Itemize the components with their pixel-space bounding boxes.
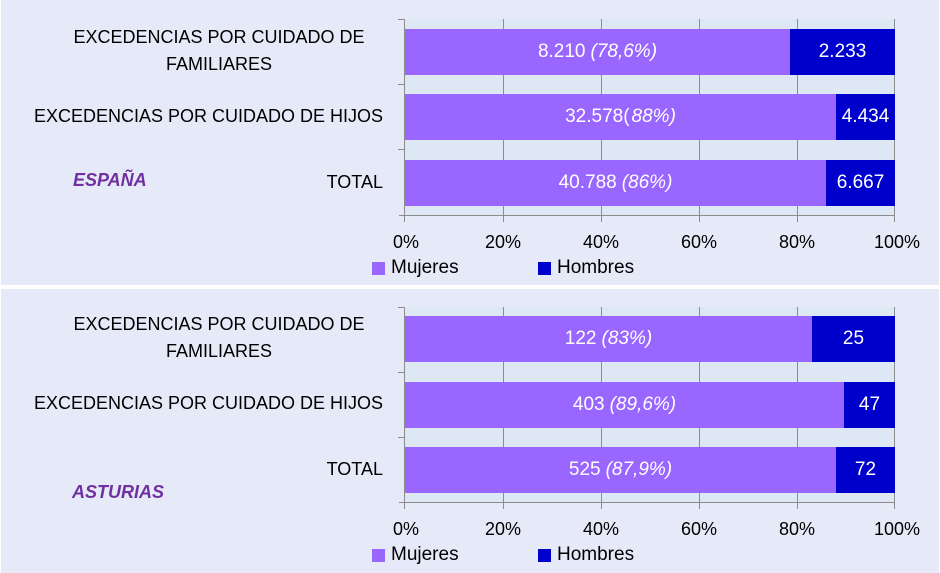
x-tick-label: 100% <box>873 232 921 252</box>
value-label: 8.210 <box>537 41 586 62</box>
bar-segment-mujeres: 525 (87,9%) <box>405 447 836 493</box>
value-label: 122 <box>564 328 597 349</box>
bar-segment-hombres: 72 <box>836 447 895 493</box>
x-tick <box>797 216 798 222</box>
x-tick-label: 60% <box>680 232 718 252</box>
region-label: ESPAÑA <box>73 170 147 190</box>
chart-panel-asturias: EXCEDENCIAS POR CUIDADO DE FAMILIARES EX… <box>1 289 939 573</box>
bar-hijos: 403 (89,6%) 47 <box>405 382 895 428</box>
legend-label: Mujeres <box>391 257 459 278</box>
value-label: 525 <box>568 459 601 480</box>
bar-total: 525 (87,9%) 72 <box>405 447 895 493</box>
category-label-line2: FAMILIARES <box>165 54 273 74</box>
legend-swatch-hombres <box>538 261 551 275</box>
x-tick <box>503 216 504 222</box>
percent-label: (86%) <box>621 172 673 193</box>
x-tick-label: 0% <box>392 232 420 252</box>
legend-swatch-mujeres <box>372 548 385 562</box>
category-label-total: TOTAL <box>326 459 383 479</box>
percent-label: 88%) <box>631 106 676 127</box>
x-tick-label: 80% <box>778 519 816 539</box>
x-tick-label: 0% <box>392 519 420 539</box>
category-label-familiares: EXCEDENCIAS POR CUIDADO DE FAMILIARES <box>54 24 384 78</box>
y-axis <box>404 307 405 502</box>
y-axis <box>404 19 405 215</box>
legend-item-hombres: Hombres <box>538 257 634 279</box>
value-label: 40.788 <box>558 172 617 193</box>
bar-total: 40.788 (86%) 6.667 <box>405 160 895 206</box>
legend-label: Mujeres <box>391 544 459 565</box>
bar-familiares: 8.210 (78,6%) 2.233 <box>405 29 895 75</box>
x-tick-label: 20% <box>484 232 522 252</box>
legend-item-hombres: Hombres <box>538 544 634 566</box>
bar-segment-mujeres: 32.578(88%) <box>405 94 836 140</box>
x-tick <box>601 503 602 509</box>
bar-segment-hombres: 25 <box>812 316 895 362</box>
bar-familiares: 122 (83%) 25 <box>405 316 895 362</box>
value-label: 403 <box>572 394 605 415</box>
x-tick-label: 100% <box>873 519 921 539</box>
y-tick <box>398 149 404 150</box>
y-tick <box>398 307 404 308</box>
y-tick <box>398 19 404 20</box>
x-tick <box>404 503 405 509</box>
plot-area: 122 (83%) 25 403 (89,6%) 47 525 (87,9%) 72 <box>398 307 895 509</box>
bar-segment-mujeres: 122 (83%) <box>405 316 812 362</box>
x-axis <box>399 215 895 216</box>
value-label: 32.578( <box>565 106 630 127</box>
category-label-line1: EXCEDENCIAS POR CUIDADO DE <box>73 27 365 47</box>
x-tick <box>404 216 405 222</box>
bar-segment-hombres: 47 <box>844 382 895 428</box>
x-tick <box>894 503 895 509</box>
region-label: ASTURIAS <box>72 482 165 502</box>
x-tick-label: 40% <box>582 232 620 252</box>
chart-panel-espana: EXCEDENCIAS POR CUIDADO DE FAMILIARES EX… <box>1 0 939 285</box>
category-label-line1: EXCEDENCIAS POR CUIDADO DE <box>73 314 365 334</box>
percent-label: (89,6%) <box>609 394 677 415</box>
bar-segment-hombres: 2.233 <box>790 29 895 75</box>
x-tick <box>699 216 700 222</box>
y-tick <box>398 84 404 85</box>
bar-segment-hombres: 4.434 <box>836 94 895 140</box>
category-label-hijos: EXCEDENCIAS POR CUIDADO DE HIJOS <box>33 393 383 413</box>
x-tick <box>797 503 798 509</box>
x-tick <box>699 503 700 509</box>
x-tick-label: 60% <box>680 519 718 539</box>
bar-segment-mujeres: 8.210 (78,6%) <box>405 29 790 75</box>
legend-label: Hombres <box>557 257 635 278</box>
bar-segment-hombres: 6.667 <box>826 160 895 206</box>
x-tick <box>894 216 895 222</box>
legend-label: Hombres <box>557 544 635 565</box>
legend-item-mujeres: Mujeres <box>372 544 459 566</box>
bar-segment-mujeres: 40.788 (86%) <box>405 160 826 206</box>
x-tick-label: 20% <box>484 519 522 539</box>
category-label-familiares: EXCEDENCIAS POR CUIDADO DE FAMILIARES <box>54 311 384 365</box>
category-label-total: TOTAL <box>326 172 383 192</box>
y-tick <box>398 437 404 438</box>
x-tick <box>503 503 504 509</box>
bar-hijos: 32.578(88%) 4.434 <box>405 94 895 140</box>
category-label-line2: FAMILIARES <box>165 341 273 361</box>
plot-area: 8.210 (78,6%) 2.233 32.578(88%) 4.434 40.… <box>398 19 895 222</box>
category-label-hijos: EXCEDENCIAS POR CUIDADO DE HIJOS <box>33 106 383 126</box>
legend-swatch-hombres <box>538 548 551 562</box>
x-tick-label: 80% <box>778 232 816 252</box>
legend-item-mujeres: Mujeres <box>372 257 459 279</box>
x-axis <box>399 502 895 503</box>
x-tick-label: 40% <box>582 519 620 539</box>
bar-segment-mujeres: 403 (89,6%) <box>405 382 844 428</box>
legend-swatch-mujeres <box>372 261 385 275</box>
percent-label: (87,9%) <box>605 459 673 480</box>
percent-label: (78,6%) <box>590 41 658 62</box>
x-tick <box>601 216 602 222</box>
percent-label: (83%) <box>601 328 653 349</box>
y-tick <box>398 372 404 373</box>
